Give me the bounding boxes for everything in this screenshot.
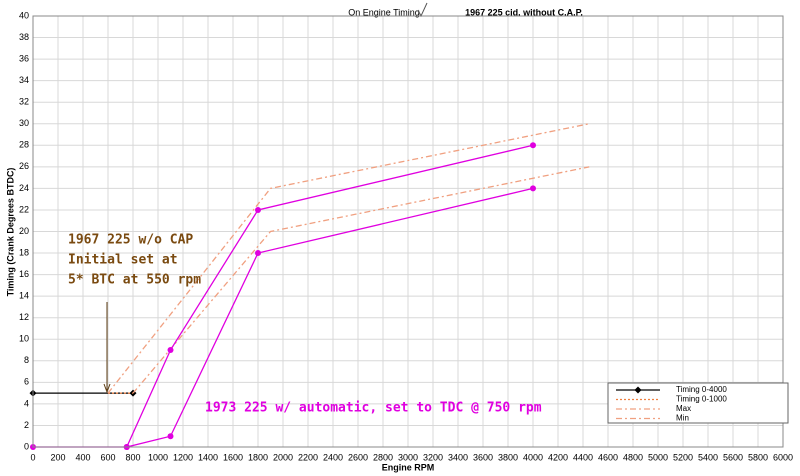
y-tick-label: 14: [19, 291, 29, 301]
y-tick-label: 24: [19, 183, 29, 193]
y-tick-label: 12: [19, 312, 29, 322]
annotation: 1973 225 w/ automatic, set to TDC @ 750 …: [205, 401, 542, 416]
x-tick-label: 1000: [148, 452, 168, 462]
y-tick-label: 2: [24, 420, 29, 430]
point: [530, 185, 536, 192]
annotation: Initial set at: [68, 253, 178, 268]
x-tick-label: 1400: [198, 452, 218, 462]
x-tick-label: 5800: [748, 452, 768, 462]
point: [255, 206, 261, 213]
x-tick-label: 5600: [723, 452, 743, 462]
y-tick-label: 16: [19, 269, 29, 279]
y-tick-label: 18: [19, 247, 29, 257]
x-tick-label: 2600: [348, 452, 368, 462]
y-tick-label: 36: [19, 53, 29, 63]
y-tick-label: 34: [19, 75, 29, 85]
y-tick-label: 0: [24, 441, 29, 451]
y-axis-title: Timing (Crank Degrees BTDC): [5, 168, 15, 297]
x-tick-label: 5000: [648, 452, 668, 462]
x-tick-label: 2400: [323, 452, 343, 462]
x-tick-label: 5200: [673, 452, 693, 462]
y-tick-label: 4: [24, 398, 29, 408]
x-tick-label: 3800: [498, 452, 518, 462]
y-tick-label: 32: [19, 97, 29, 107]
point: [634, 386, 642, 394]
y-tick-label: 30: [19, 118, 29, 128]
x-axis-title: Engine RPM: [382, 462, 435, 472]
y-tick-label: 40: [19, 10, 29, 20]
y-tick-label: 38: [19, 32, 29, 42]
point: [167, 347, 174, 354]
series-line: [126, 144, 534, 448]
x-tick-label: 200: [50, 452, 65, 462]
point: [167, 433, 174, 440]
x-tick-label: 1200: [173, 452, 193, 462]
x-tick-label: 400: [75, 452, 90, 462]
x-tick-label: 4600: [598, 452, 618, 462]
y-tick-label: 20: [19, 226, 29, 236]
x-tick-label: 0: [30, 452, 35, 462]
point: [255, 250, 261, 257]
series-line: [107, 123, 590, 394]
x-tick-label: 600: [100, 452, 115, 462]
x-tick-label: 4000: [523, 452, 543, 462]
annotations: 1967 225 w/o CAP Initial set at 5* BTC at …: [68, 233, 542, 416]
x-tick-label: 6000: [773, 452, 793, 462]
y-tick-label: 10: [19, 334, 29, 344]
y-tick-label: 8: [24, 355, 29, 365]
chart-caption: On Engine Timing: [348, 7, 420, 17]
annotation-arrowhead: [103, 383, 111, 394]
y-tick-label: 6: [24, 377, 29, 387]
x-tick-label: 3400: [448, 452, 468, 462]
y-tick-label: 26: [19, 161, 29, 171]
legend-label: Timing 0-4000: [676, 385, 727, 394]
x-tick-label: 3600: [473, 452, 493, 462]
y-tick-label: 22: [19, 204, 29, 214]
chart-title: 1967 225 cid. without C.A.P.: [465, 7, 583, 17]
legend-label: Timing 0-1000: [676, 395, 727, 404]
x-tick-label: 5400: [698, 452, 718, 462]
x-tick-label: 1800: [248, 452, 268, 462]
x-tick-label: 3200: [423, 452, 443, 462]
x-tick-label: 4400: [573, 452, 593, 462]
annotation: 1967 225 w/o CAP: [68, 233, 193, 248]
x-tick-label: 2200: [298, 452, 318, 462]
x-tick-label: 2800: [373, 452, 393, 462]
x-tick-label: 3000: [398, 452, 418, 462]
legend-label: Min: [676, 414, 689, 423]
annotation: 5* BTC at 550 rpm: [68, 273, 201, 288]
y-tick-label: 28: [19, 140, 29, 150]
x-tick-label: 2000: [273, 452, 293, 462]
legend: [607, 382, 789, 424]
x-tick-label: 1600: [223, 452, 243, 462]
plot-border: [32, 15, 784, 448]
legend-label: Max: [676, 404, 691, 413]
point: [530, 142, 536, 149]
x-tick-label: 800: [125, 452, 140, 462]
x-tick-label: 4200: [548, 452, 568, 462]
series-line: [132, 166, 590, 394]
x-tick-label: 4800: [623, 452, 643, 462]
